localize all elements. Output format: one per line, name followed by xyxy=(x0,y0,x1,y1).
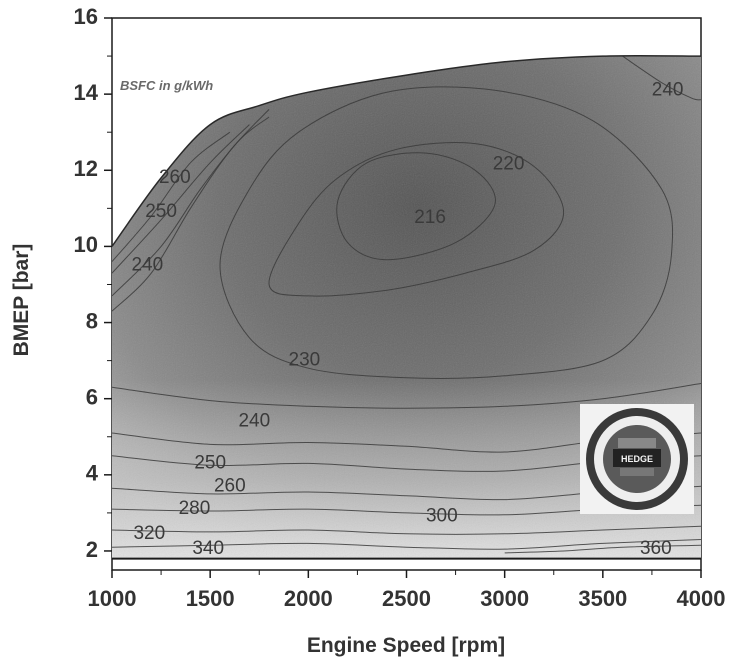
contour-240 xyxy=(112,383,701,409)
y-tick-label: 10 xyxy=(74,232,98,257)
contour-label-320: 320 xyxy=(133,523,165,544)
contour-label-260: 260 xyxy=(159,167,191,188)
x-axis-title: Engine Speed [rpm] xyxy=(307,634,505,657)
texture-overlay xyxy=(112,55,701,559)
contour-320 xyxy=(112,525,701,535)
contour-label-216: 216 xyxy=(414,207,446,228)
y-axis: 2 4 6 8 10 12 14 16 xyxy=(74,4,112,562)
svg-text:HEDGE: HEDGE xyxy=(621,454,653,464)
contour-label-360: 360 xyxy=(640,538,672,559)
units-annotation: BSFC in g/kWh xyxy=(120,78,213,93)
x-tick-label: 2000 xyxy=(284,586,333,611)
contour-label-240: 240 xyxy=(652,79,684,100)
x-axis: 1000 1500 2000 2500 3000 3500 4000 xyxy=(88,570,726,611)
x-tick-label: 1000 xyxy=(88,586,137,611)
contour-label-220: 220 xyxy=(493,154,525,175)
contour-label-250: 250 xyxy=(194,452,226,473)
contour-250 xyxy=(112,116,270,297)
contour-label-230: 230 xyxy=(289,350,321,371)
contour-260 xyxy=(112,124,250,274)
contour-240 xyxy=(622,55,701,101)
y-tick-label: 16 xyxy=(74,4,98,29)
contour-216 xyxy=(336,152,496,261)
y-tick-label: 12 xyxy=(74,156,98,181)
x-tick-label: 3500 xyxy=(578,586,627,611)
contour-label-340: 340 xyxy=(192,538,224,559)
contour-270 xyxy=(112,131,231,262)
contour-label-240: 240 xyxy=(131,254,163,275)
contour-360 xyxy=(504,544,701,554)
max-load-boundary xyxy=(112,54,701,247)
contour-220 xyxy=(268,142,565,297)
contour-340 xyxy=(112,539,701,550)
contour-230 xyxy=(219,86,674,379)
y-tick-label: 14 xyxy=(74,80,99,105)
contour-label-300: 300 xyxy=(426,506,458,527)
contour-label-240: 240 xyxy=(238,411,270,432)
contour-label-260: 260 xyxy=(214,475,246,496)
y-axis-title: BMEP [bar] xyxy=(10,244,33,357)
contour-label-280: 280 xyxy=(179,498,211,519)
y-tick-label: 6 xyxy=(86,385,98,410)
x-tick-label: 4000 xyxy=(677,586,726,611)
y-tick-label: 4 xyxy=(86,461,99,486)
y-tick-label: 8 xyxy=(86,308,98,333)
x-tick-label: 1500 xyxy=(186,586,235,611)
swri-logo: HEDGE xyxy=(580,404,694,514)
contour-label-250: 250 xyxy=(145,201,177,222)
x-tick-label: 3000 xyxy=(480,586,529,611)
y-tick-label: 2 xyxy=(86,537,98,562)
x-tick-label: 2500 xyxy=(382,586,431,611)
